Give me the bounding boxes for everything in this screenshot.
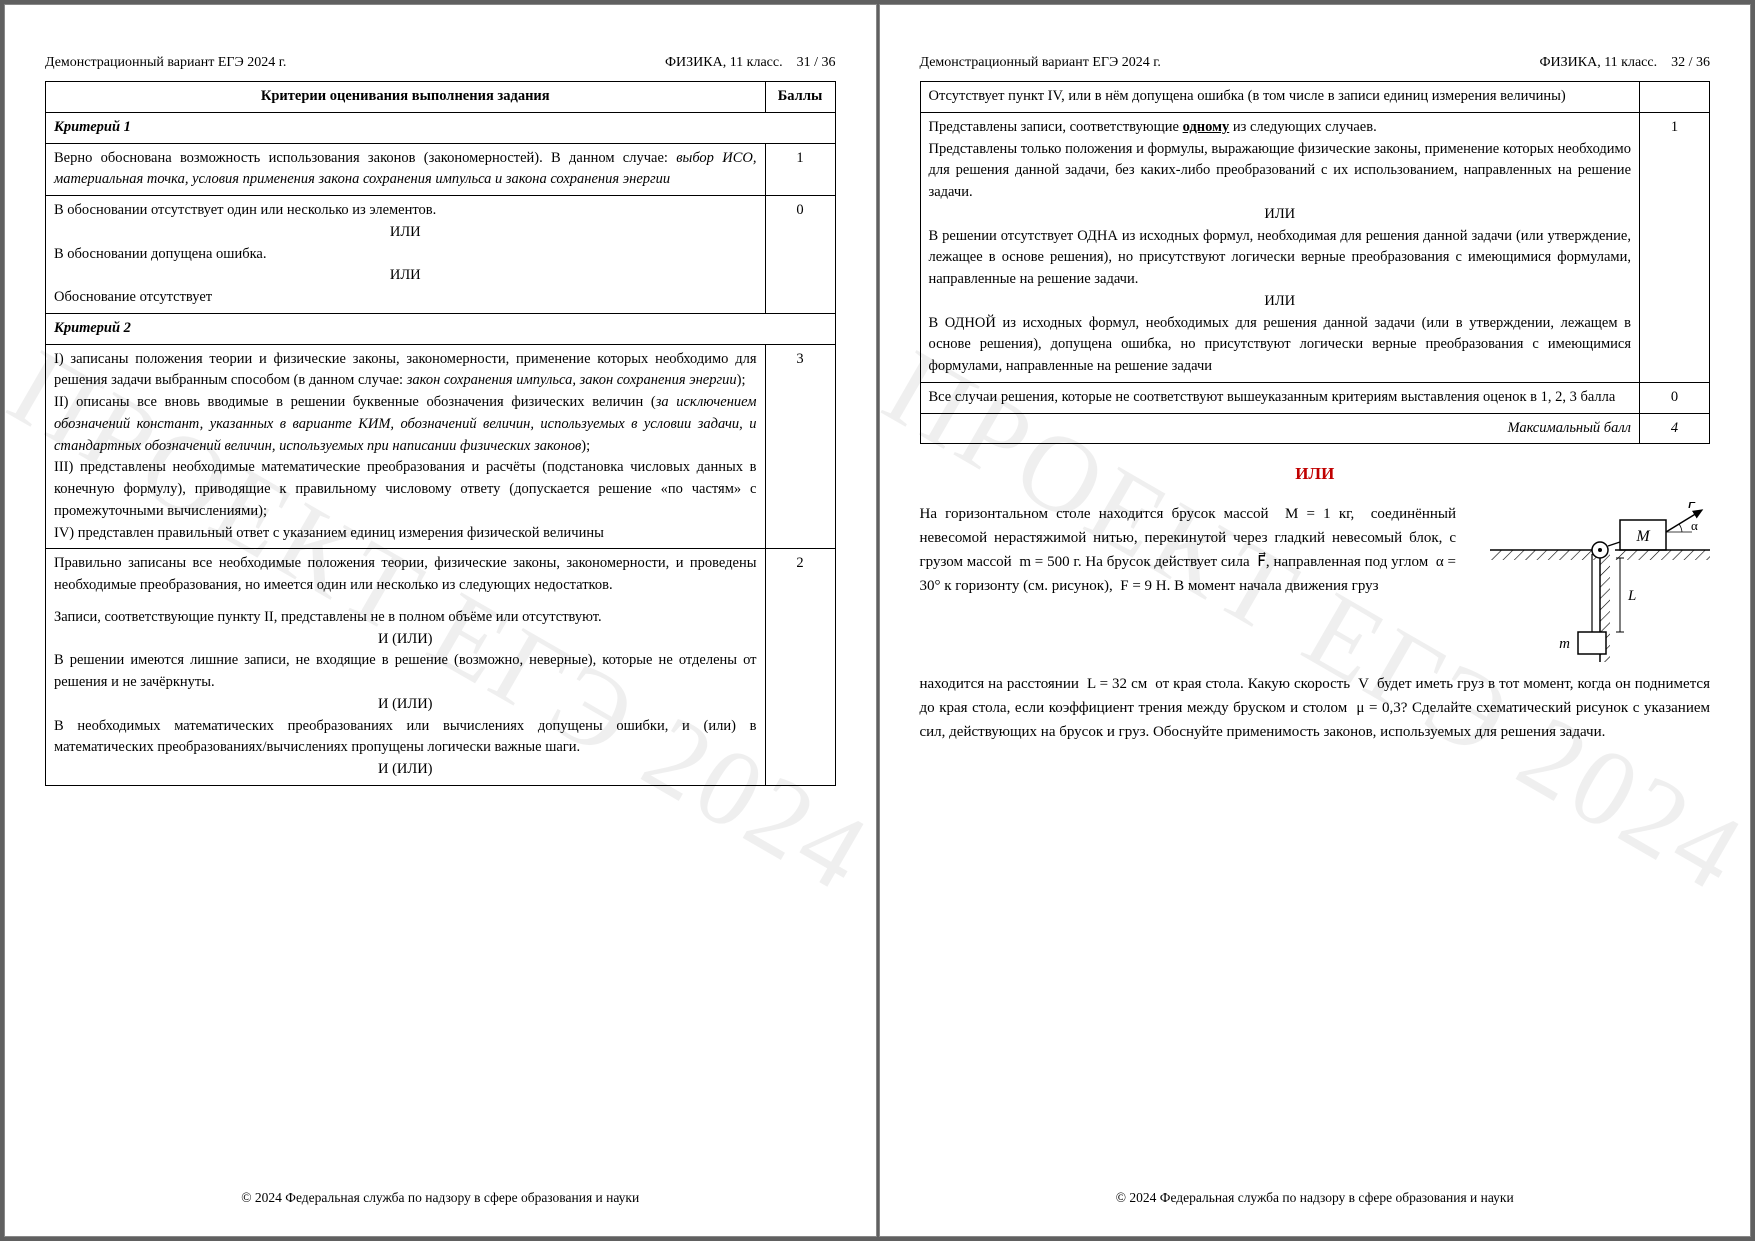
k1-r2-b: В обосновании допущена ошибка. [54, 244, 757, 266]
physics-diagram: M m L F⃗ [1470, 502, 1710, 672]
max-score: 4 [1640, 413, 1710, 444]
k1-title: Критерий 1 [46, 112, 836, 143]
k1-row1: Верно обоснована возможность использован… [46, 143, 836, 196]
or-inline: И (ИЛИ) [54, 759, 757, 781]
max-row: Максимальный балл 4 [920, 413, 1710, 444]
header-pagenum: 31 / 36 [797, 55, 836, 70]
header-subject: ФИЗИКА, 11 класс. [665, 55, 783, 70]
p2-r2-c: В решении отсутствует ОДНА из исходных ф… [929, 226, 1632, 291]
p2-r2-a2: одному [1183, 119, 1230, 135]
diagram-label-m: m [1559, 636, 1570, 652]
col-criteria: Критерии оценивания выполнения задания [46, 82, 766, 113]
p2-r2-score: 1 [1640, 112, 1710, 382]
p2-r2-a1: Представлены записи, соответствующие [929, 119, 1183, 135]
p2-row1: Отсутствует пункт IV, или в нём допущена… [920, 82, 1710, 113]
p2-r1: Отсутствует пункт IV, или в нём допущена… [920, 82, 1640, 113]
p2-r2-b: Представлены только положения и формулы,… [929, 139, 1632, 204]
header-subject: ФИЗИКА, 11 класс. [1539, 55, 1657, 70]
diagram-label-alpha: α [1691, 518, 1698, 533]
criteria-table-p32: Отсутствует пункт IV, или в нём допущена… [920, 81, 1711, 444]
diagram-label-L: L [1627, 588, 1636, 604]
diagram-label-M: M [1635, 528, 1651, 545]
diagram-label-F: F⃗ [1688, 502, 1698, 512]
page-spread: ПРОЕКТ ЕГЭ 2024 Демонстрационный вариант… [0, 0, 1755, 1241]
k2-r1-d: IV) представлен правильный ответ с указа… [54, 523, 757, 545]
k1-r2-score: 0 [765, 196, 835, 314]
k1-r2-a: В обосновании отсутствует один или неско… [54, 200, 757, 222]
or-word: ИЛИ [929, 204, 1632, 226]
problem-p2: находится на расстоянии L = 32 см от кра… [920, 672, 1711, 744]
k1-row2: В обосновании отсутствует один или неско… [46, 196, 836, 314]
k2-r2-c: В решении имеются лишние записи, не вход… [54, 650, 757, 694]
k2-row2: Правильно записаны все необходимые полож… [46, 549, 836, 786]
max-label: Максимальный балл [920, 413, 1640, 444]
p2-r2-d: В ОДНОЙ из исходных формул, необходимых … [929, 313, 1632, 378]
problem-text: На горизонтальном столе находится брусок… [920, 502, 1711, 744]
p2-row3: Все случаи решения, которые не соответст… [920, 382, 1710, 413]
or-inline: И (ИЛИ) [54, 629, 757, 651]
page-footer: © 2024 Федеральная служба по надзору в с… [920, 1174, 1711, 1206]
page-32: ПРОЕКТ ЕГЭ 2024 Демонстрационный вариант… [879, 4, 1752, 1237]
k2-r1-score: 3 [765, 344, 835, 549]
k2-r1-c: III) представлены необходимые математиче… [54, 457, 757, 522]
or-inline: И (ИЛИ) [54, 694, 757, 716]
k2-r2-d: В необходимых математических преобразова… [54, 716, 757, 760]
k2-row1: I) записаны положения теории и физически… [46, 344, 836, 549]
or-word: ИЛИ [54, 265, 757, 287]
k2-header-row: Критерий 2 [46, 313, 836, 344]
col-score: Баллы [765, 82, 835, 113]
header-left: Демонстрационный вариант ЕГЭ 2024 г. [920, 55, 1161, 71]
k2-r1-a3: ); [737, 372, 746, 388]
page-header: Демонстрационный вариант ЕГЭ 2024 г. ФИЗ… [920, 55, 1711, 71]
header-left: Демонстрационный вариант ЕГЭ 2024 г. [45, 55, 286, 71]
criteria-table-p31: Критерии оценивания выполнения задания Б… [45, 81, 836, 786]
k2-title: Критерий 2 [46, 313, 836, 344]
table-header-row: Критерии оценивания выполнения задания Б… [46, 82, 836, 113]
p2-r3: Все случаи решения, которые не соответст… [920, 382, 1640, 413]
or-word: ИЛИ [54, 222, 757, 244]
k1-r1-text: Верно обоснована возможность использован… [54, 150, 676, 166]
k2-r2-a: Правильно записаны все необходимые полож… [54, 553, 757, 597]
k1-r2-c: Обоснование отсутствует [54, 287, 757, 309]
p2-r2-a3: из следующих случаев. [1229, 119, 1376, 135]
or-red: ИЛИ [920, 464, 1711, 484]
page-footer: © 2024 Федеральная служба по надзору в с… [45, 1174, 836, 1206]
k2-r2-b: Записи, соответствующие пункту II, предс… [54, 607, 757, 629]
k2-r1-a2: закон сохранения импульса, закон сохране… [407, 372, 737, 388]
page-31: ПРОЕКТ ЕГЭ 2024 Демонстрационный вариант… [4, 4, 877, 1237]
problem-p1: На горизонтальном столе находится брусок… [920, 502, 1457, 672]
p2-row2: Представлены записи, соответствующие одн… [920, 112, 1710, 382]
or-word: ИЛИ [929, 291, 1632, 313]
k1-r1-score: 1 [765, 143, 835, 196]
header-pagenum: 32 / 36 [1671, 55, 1710, 70]
page-header: Демонстрационный вариант ЕГЭ 2024 г. ФИЗ… [45, 55, 836, 71]
k2-r2-score: 2 [765, 549, 835, 786]
k2-r1-b3: ); [581, 438, 590, 454]
k2-r1-b1: II) описаны все вновь вводимые в решении… [54, 394, 656, 410]
p2-r3-score: 0 [1640, 382, 1710, 413]
k1-header-row: Критерий 1 [46, 112, 836, 143]
